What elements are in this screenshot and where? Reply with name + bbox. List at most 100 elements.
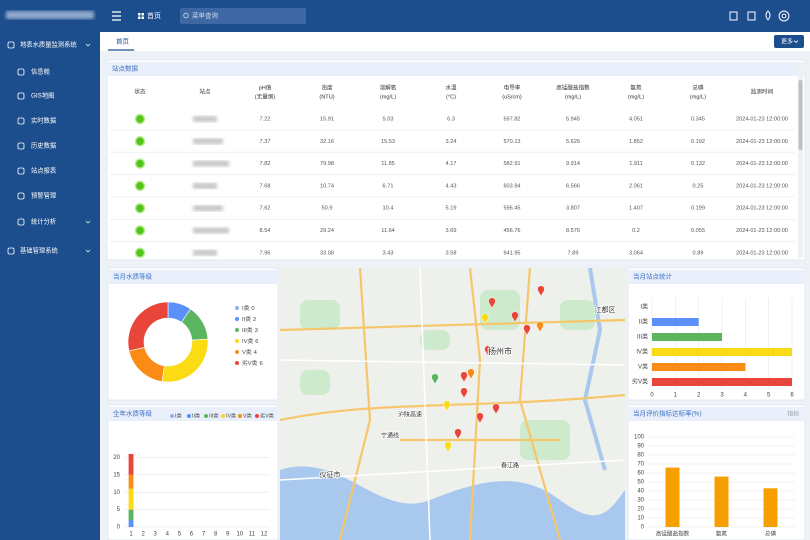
legend-entry: IV类6 [242,337,259,345]
y-tick-label: V类 [638,363,648,371]
status-dot [136,137,145,146]
legend-label: III类 [209,411,219,419]
status-dot [136,159,145,168]
column-header: 水温 [445,83,457,91]
column-header: 溶解氧 [380,83,397,91]
menu-item[interactable]: 信息舱 [31,67,51,76]
cell: 2024-01-23 12:00:00 [736,250,788,256]
panel-title: 当月站点统计 [633,272,673,281]
y-tick-label: III类 [637,333,648,341]
cell: 8.54 [260,228,271,234]
menu-item[interactable]: 实时数据 [31,116,57,125]
legend-category: 劣V类 [242,359,258,367]
logo-blurred [6,11,94,19]
cell: 7.37 [260,139,271,145]
map-label: 春江路 [501,462,519,470]
cell: 5.19 [446,206,457,212]
column-unit: (mg/L) [628,94,644,100]
legend-entry: V类4 [242,348,258,356]
column-header: 电导率 [504,83,521,91]
legend-swatch [221,414,225,418]
panel-title: 当月评价指标达标率(%) [633,409,702,418]
menu-item[interactable]: 历史数据 [31,141,57,150]
y-tick-label: 70 [637,462,644,468]
legend-category: I类 [242,304,250,312]
legend-swatch [235,339,239,343]
menu-item[interactable]: 基础管理系统 [20,246,58,255]
x-tick-label: 11 [249,532,256,538]
cell: 15.53 [381,139,395,145]
cell: 10.4 [383,206,394,212]
legend-entry: III类3 [242,326,258,334]
bar [666,468,680,527]
bar-segment [129,454,134,475]
cell: 32.16 [320,139,334,145]
menu-item[interactable]: 预警管理 [31,191,57,200]
map-label: 宁通线 [381,432,399,440]
bar [715,477,729,527]
y-tick-label: 50 [637,480,644,486]
column-header: 站点 [199,87,211,95]
menu-item[interactable]: 站点报表 [31,166,57,175]
menu-item[interactable]: 统计分析 [31,217,57,226]
status-dot [136,248,145,257]
legend-swatch [238,414,242,418]
cell: 5.03 [383,116,394,122]
bar-segment [129,475,134,489]
cell: 6.3 [447,116,455,122]
cell: 0.132 [691,161,705,167]
column-header: 氨氮 [630,83,642,91]
legend-swatch [235,350,239,354]
legend-category: II类 [242,315,251,323]
station-blurred [193,205,223,211]
legend-swatch [235,317,239,321]
park [420,330,450,350]
status-dot [136,204,145,213]
cell: 7.89 [568,250,579,256]
column-header: 浊度 [321,83,333,91]
cell: 3.24 [446,139,457,145]
menu-item[interactable]: GIS地图 [31,91,54,100]
column-unit: (mg/L) [565,94,581,100]
top-bar [0,0,810,32]
y-tick-label: 30 [637,498,644,504]
park [300,370,330,395]
cell: 3.064 [629,250,643,256]
legend-label: V类 [243,411,252,419]
bar [764,488,778,527]
legend-category: III类 [242,326,253,334]
home-link[interactable]: 首页 [147,11,161,20]
chart-panel [108,405,278,540]
menu-item[interactable]: 地表水质量监测系统 [20,40,77,49]
column-header: 总磷 [692,83,704,91]
tab[interactable]: 首页 [116,37,130,46]
legend-swatch [235,361,239,365]
panel-subtitle: 指标 [787,410,799,418]
cell: 10.74 [320,183,334,189]
more-label[interactable]: 更多 [781,38,793,46]
cell: 597.82 [503,116,520,122]
station-blurred [193,250,217,256]
cell: 0.345 [691,116,705,122]
y-tick-label: 10 [113,490,120,496]
bar [652,378,792,386]
cell: 8.576 [566,228,580,234]
cell: 4.051 [629,116,643,122]
bar-segment [129,510,134,520]
station-blurred [193,183,217,189]
bar [652,363,745,371]
cell: 3.43 [383,250,394,256]
map[interactable]: 扬州市江都区仪征市沪陕高速宁通线春江路 [280,268,625,540]
y-tick-label: 劣V类 [632,378,648,386]
scroll-thumb [799,80,803,150]
y-tick-label: 100 [634,435,645,441]
y-tick-label: I类 [640,303,648,311]
tab-bar [100,32,810,51]
legend-category: V类 [242,348,252,356]
column-header: pH值 [259,83,272,91]
y-tick-label: 20 [113,455,120,461]
cell: 33.08 [320,250,334,256]
x-tick-label: 12 [261,532,268,538]
x-tick-label: 总磷 [765,529,777,537]
